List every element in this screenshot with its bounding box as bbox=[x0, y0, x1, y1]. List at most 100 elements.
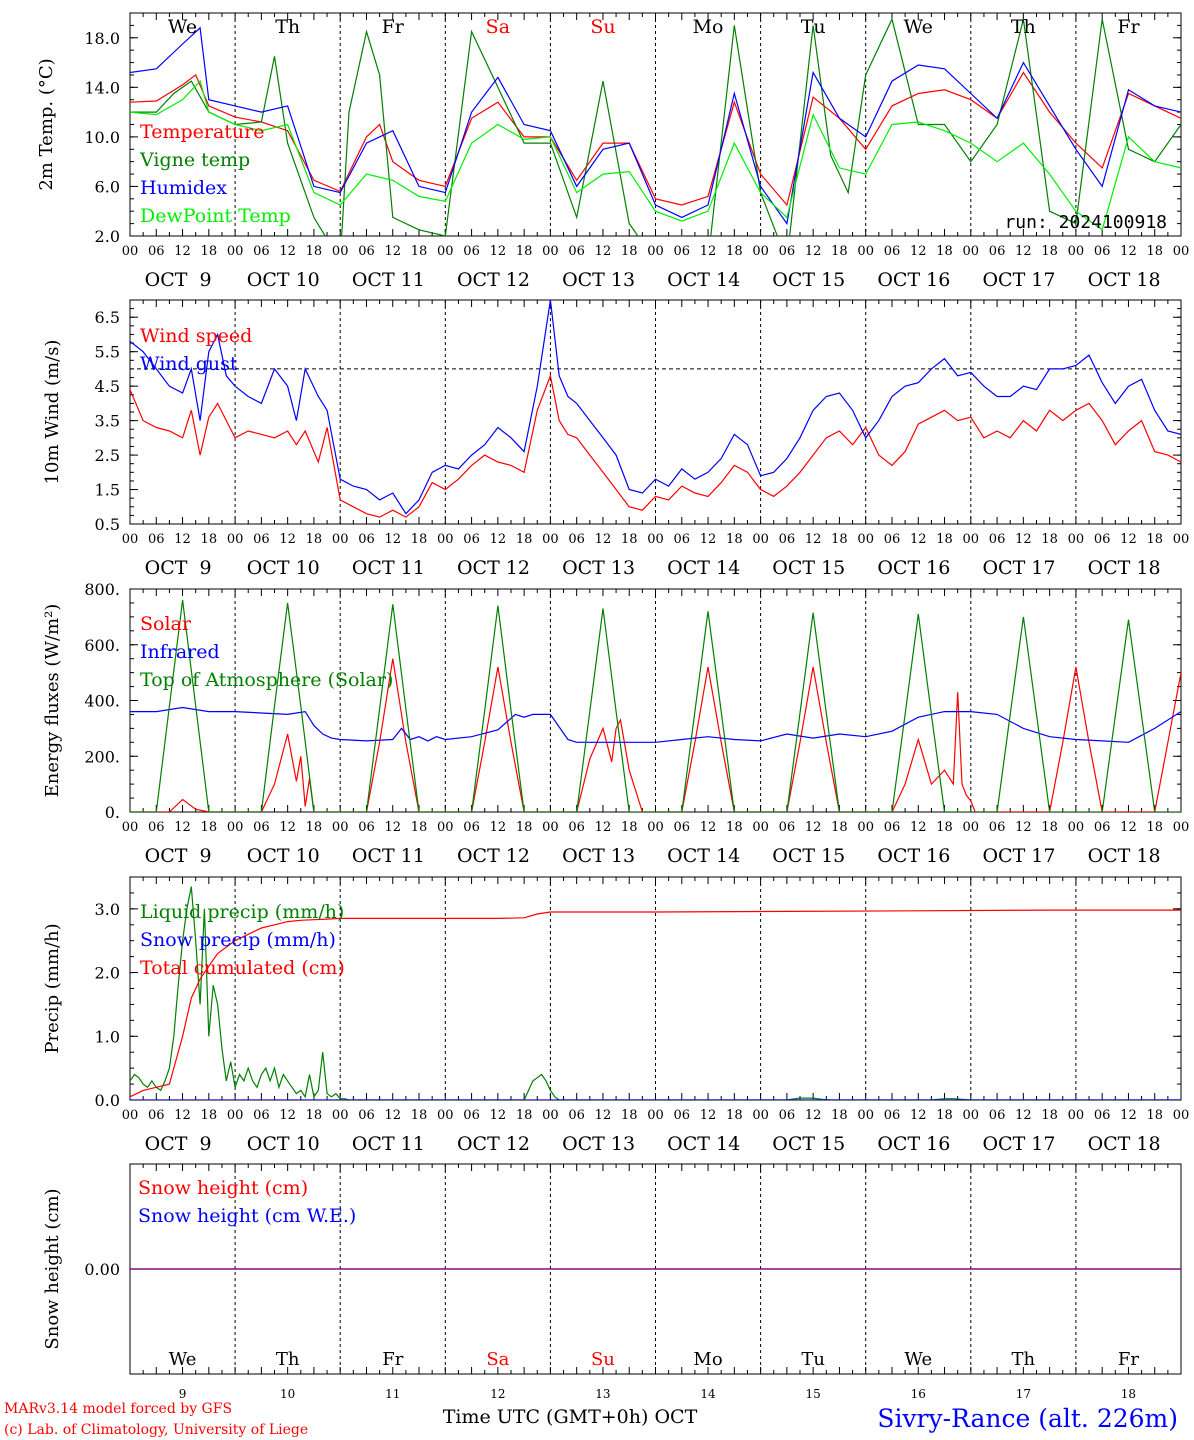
day-number-label: 13 bbox=[595, 1387, 610, 1401]
hour-tick-label: 12 bbox=[384, 532, 401, 547]
panel-1: 2.0 6.0 10.0 14.0 18.0 2m Temp. (°C) Temperatu… bbox=[36, 12, 1189, 291]
date-label: OCT 16 bbox=[877, 269, 950, 291]
hour-tick-label: 18 bbox=[1041, 820, 1058, 835]
legend-entry: Snow height (cm) bbox=[138, 1177, 308, 1199]
date-label: OCT 18 bbox=[1088, 1133, 1161, 1155]
date-label: OCT 11 bbox=[352, 269, 425, 291]
date-label: OCT 14 bbox=[667, 845, 740, 867]
date-label: OCT 17 bbox=[982, 1133, 1055, 1155]
date-label: OCT 15 bbox=[772, 845, 845, 867]
hour-tick-label: 18 bbox=[516, 820, 533, 835]
y-axis-label: Snow height (cm) bbox=[42, 1188, 63, 1349]
series-group bbox=[130, 17, 1181, 236]
day-number-label: 18 bbox=[1121, 1387, 1136, 1401]
hour-tick-label: 12 bbox=[279, 244, 296, 259]
date-label: OCT 10 bbox=[247, 845, 320, 867]
legend-entry: Vigne temp bbox=[139, 149, 250, 171]
hour-tick-label: 06 bbox=[674, 1108, 691, 1123]
hour-tick-label: 06 bbox=[1094, 820, 1111, 835]
day-number-label: 9 bbox=[179, 1387, 187, 1401]
weekday-label: Fr bbox=[1117, 16, 1140, 38]
date-label: OCT 9 bbox=[145, 557, 212, 579]
hour-tick-label: 00 bbox=[647, 244, 664, 259]
hour-tick-label: 06 bbox=[989, 244, 1006, 259]
date-label: OCT 18 bbox=[1088, 557, 1161, 579]
hour-tick-label: 06 bbox=[568, 532, 585, 547]
weekday-label: We bbox=[168, 16, 197, 38]
hour-tick-label: 06 bbox=[463, 820, 480, 835]
date-label: OCT 15 bbox=[772, 1133, 845, 1155]
hour-tick-label: 12 bbox=[1120, 820, 1137, 835]
y-tick-label: 1.5 bbox=[95, 481, 120, 500]
date-label: OCT 16 bbox=[877, 1133, 950, 1155]
hour-tick-label: 00 bbox=[122, 1108, 139, 1123]
hour-tick-label: 12 bbox=[595, 532, 612, 547]
date-label: OCT 9 bbox=[145, 845, 212, 867]
date-label: OCT 13 bbox=[562, 269, 635, 291]
hour-tick-label: 12 bbox=[1015, 532, 1032, 547]
hour-tick-label: 06 bbox=[463, 532, 480, 547]
series-group bbox=[130, 300, 1181, 518]
hour-tick-label: 06 bbox=[989, 1108, 1006, 1123]
weekday-label: We bbox=[169, 1349, 197, 1370]
y-tick-label: 3.5 bbox=[95, 412, 120, 431]
hour-tick-label: 18 bbox=[1146, 820, 1163, 835]
y-axis-label: 2m Temp. (°C) bbox=[36, 58, 57, 190]
day-number-label: 11 bbox=[385, 1387, 400, 1401]
date-label: OCT 10 bbox=[247, 557, 320, 579]
panels: 2.0 6.0 10.0 14.0 18.0 2m Temp. (°C) Temperatu… bbox=[36, 12, 1189, 1401]
weekday-label: We bbox=[904, 16, 933, 38]
hour-tick-label: 00 bbox=[647, 820, 664, 835]
hour-tick-label: 06 bbox=[779, 244, 796, 259]
weekday-label: Th bbox=[1011, 16, 1036, 38]
series-group bbox=[130, 886, 1181, 1100]
hour-tick-label: 06 bbox=[358, 820, 375, 835]
hour-tick-label: 00 bbox=[963, 1108, 980, 1123]
hour-tick-label: 12 bbox=[700, 244, 717, 259]
legend-entry: Solar bbox=[140, 613, 192, 635]
hour-tick-label: 12 bbox=[174, 244, 191, 259]
series-line-3 bbox=[130, 600, 1181, 812]
weekday-label: Tu bbox=[801, 16, 826, 38]
hour-tick-label: 06 bbox=[989, 820, 1006, 835]
y-tick-label: 18.0 bbox=[84, 29, 120, 48]
lab-credit: (c) Lab. of Climatology, University of L… bbox=[4, 1422, 308, 1438]
hour-tick-label: 06 bbox=[674, 532, 691, 547]
date-label: OCT 11 bbox=[352, 557, 425, 579]
hour-tick-label: 00 bbox=[1068, 244, 1085, 259]
hour-tick-label: 00 bbox=[542, 532, 559, 547]
hour-tick-label: 18 bbox=[1146, 244, 1163, 259]
y-tick-label: 6.5 bbox=[95, 308, 120, 327]
hour-tick-label: 18 bbox=[201, 532, 218, 547]
hour-tick-label: 06 bbox=[463, 1108, 480, 1123]
hour-tick-label: 00 bbox=[332, 1108, 349, 1123]
y-tick-label: 0.0 bbox=[95, 1091, 120, 1110]
date-label: OCT 17 bbox=[982, 557, 1055, 579]
hour-tick-label: 06 bbox=[253, 820, 270, 835]
hour-tick-label: 00 bbox=[857, 532, 874, 547]
legend-entry: Liquid precip (mm/h) bbox=[140, 901, 344, 923]
hour-tick-label: 00 bbox=[332, 244, 349, 259]
weekday-label: Mo bbox=[693, 16, 724, 38]
hour-tick-label: 06 bbox=[1094, 244, 1111, 259]
date-label: OCT 15 bbox=[772, 557, 845, 579]
day-number-label: 12 bbox=[490, 1387, 505, 1401]
weekday-label: Fr bbox=[1118, 1349, 1139, 1370]
y-tick-label: 10.0 bbox=[84, 128, 120, 147]
hour-tick-label: 06 bbox=[358, 244, 375, 259]
time-axis-title: Time UTC (GMT+0h) bbox=[443, 1406, 649, 1428]
date-label: OCT 10 bbox=[247, 1133, 320, 1155]
hour-tick-label: 18 bbox=[726, 244, 743, 259]
weekday-label: Sa bbox=[486, 1349, 509, 1370]
hour-tick-label: 18 bbox=[621, 532, 638, 547]
hour-tick-label: 00 bbox=[227, 532, 244, 547]
y-tick-label: 2.0 bbox=[95, 964, 120, 983]
model-credit: MARv3.14 model forced by GFS bbox=[4, 1401, 232, 1417]
hour-tick-label: 00 bbox=[857, 1108, 874, 1123]
hour-tick-label: 00 bbox=[122, 820, 139, 835]
weekday-label: Fr bbox=[382, 1349, 403, 1370]
weekday-label: Th bbox=[1012, 1349, 1036, 1370]
hour-tick-label: 00 bbox=[1068, 1108, 1085, 1123]
date-label: OCT 14 bbox=[667, 269, 740, 291]
hour-tick-label: 12 bbox=[700, 820, 717, 835]
